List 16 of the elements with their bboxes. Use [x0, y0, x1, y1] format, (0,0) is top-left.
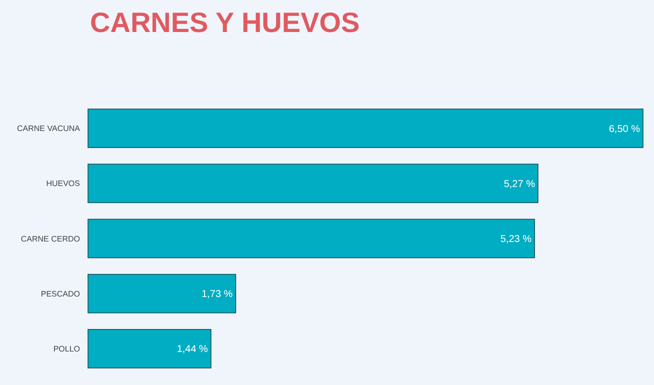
- data-label: 5,23 %: [500, 234, 532, 245]
- bar: [88, 108, 644, 148]
- bar: [88, 274, 236, 314]
- y-tick-label: CARNE CERDO: [20, 234, 80, 244]
- y-tick-label: PESCADO: [40, 289, 80, 298]
- y-tick-label: HUEVOS: [46, 179, 80, 188]
- bar: [88, 164, 538, 204]
- data-label: 6,50 %: [608, 124, 640, 135]
- data-label: 1,44 %: [176, 344, 208, 356]
- data-label: 1,73 %: [202, 289, 233, 300]
- y-tick-label: POLLO: [53, 344, 80, 354]
- bar: [88, 329, 212, 368]
- chart-title: CARNES Y HUEVOS: [90, 7, 360, 38]
- y-tick-label: CARNE VACUNA: [17, 124, 81, 134]
- data-label: 5,27 %: [504, 178, 536, 190]
- bar: [88, 218, 535, 258]
